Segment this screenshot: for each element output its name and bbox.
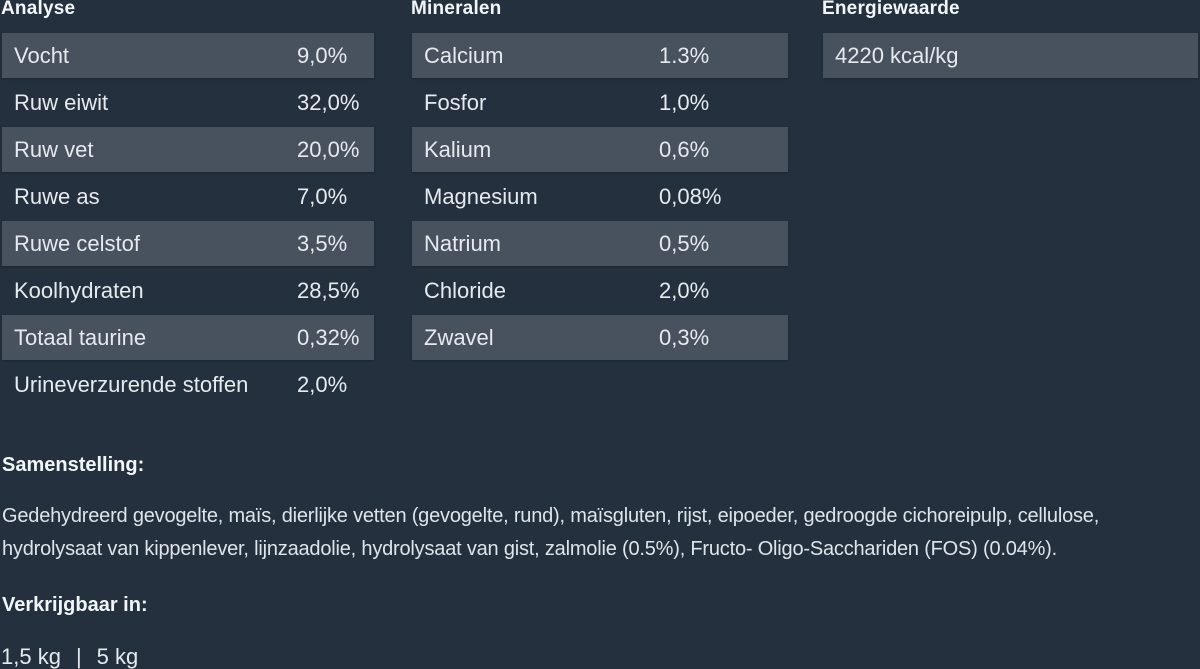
size-option: 5 kg [96,644,139,669]
table-row: Zwavel 0,3% [412,315,788,360]
row-label: Calcium [424,42,504,68]
availability-sizes: 1,5 kg | 5 kg [1,644,138,669]
row-label: Koolhydraten [14,277,144,303]
row-label: Ruwe celstof [14,230,140,256]
row-label: Ruw vet [14,136,94,162]
availability-heading: Verkrijgbaar in: [2,594,148,616]
row-label: Ruw eiwit [14,89,109,115]
energy-table-title: Energiewaarde [822,0,960,19]
analysis-table-title: Analyse [1,0,76,19]
row-value: 0,32% [297,324,360,350]
row-label: Vocht [14,42,70,68]
row-value: 20,0% [297,136,360,162]
row-label: Totaal taurine [14,324,147,350]
row-value: 0,3% [659,324,710,350]
table-row: Calcium 1.3% [412,33,788,78]
row-value: 0,5% [659,230,710,256]
row-value: 9,0% [297,42,348,68]
table-row: Kalium 0,6% [412,127,788,172]
table-row: Natrium 0,5% [412,221,788,266]
size-option: 1,5 kg [1,644,61,669]
row-value: 2,0% [297,371,348,397]
row-label: Ruwe as [14,183,100,209]
row-label: Zwavel [424,324,494,350]
row-label: Kalium [424,136,492,162]
minerals-table: Mineralen Calcium 1.3% Fosfor 1,0% Kalium 0,6… [411,0,788,362]
minerals-table-rows: Calcium 1.3% Fosfor 1,0% Kalium 0,6% Magnesium… [412,33,788,360]
table-row: Ruwe celstof 3,5% [2,221,374,266]
energy-table-rows: 4220 kcal/kg [823,33,1198,78]
row-value: 1.3% [659,42,710,68]
table-row: Ruw vet 20,0% [2,127,374,172]
minerals-table-title: Mineralen [411,0,502,19]
row-label: Fosfor [424,89,487,115]
row-label: Chloride [424,277,506,303]
composition-heading: Samenstelling: [2,454,145,476]
table-row: Ruw eiwit 32,0% [2,80,374,125]
table-row: Koolhydraten 28,5% [2,268,374,313]
row-value: 32,0% [297,89,360,115]
row-value: 1,0% [659,89,710,115]
table-row: Fosfor 1,0% [412,80,788,125]
row-value: 2,0% [659,277,710,303]
row-value: 28,5% [297,277,360,303]
row-value: 3,5% [297,230,348,256]
row-value: 0,08% [659,183,722,209]
energy-table: Energiewaarde 4220 kcal/kg [822,0,1198,80]
analysis-table: Analyse Vocht 9,0% Ruw eiwit 32,0% Ruw vet 20… [1,0,374,409]
row-label: 4220 kcal/kg [835,42,959,68]
table-row: Ruwe as 7,0% [2,174,374,219]
table-row: Magnesium 0,08% [412,174,788,219]
row-value: 7,0% [297,183,348,209]
table-row: Chloride 2,0% [412,268,788,313]
composition-text: Gedehydreerd gevogelte, maïs, dierlijke … [2,505,1100,560]
table-row: 4220 kcal/kg [823,33,1198,78]
table-row: Urineverzurende stoffen 2,0% [2,362,374,407]
analysis-table-rows: Vocht 9,0% Ruw eiwit 32,0% Ruw vet 20,0% Ruwe … [2,33,374,407]
row-label: Urineverzurende stoffen [14,371,249,397]
row-label: Magnesium [424,183,538,209]
row-value: 0,6% [659,136,710,162]
table-row: Vocht 9,0% [2,33,374,78]
table-row: Totaal taurine 0,32% [2,315,374,360]
size-separator: | [75,644,82,669]
row-label: Natrium [424,230,502,256]
